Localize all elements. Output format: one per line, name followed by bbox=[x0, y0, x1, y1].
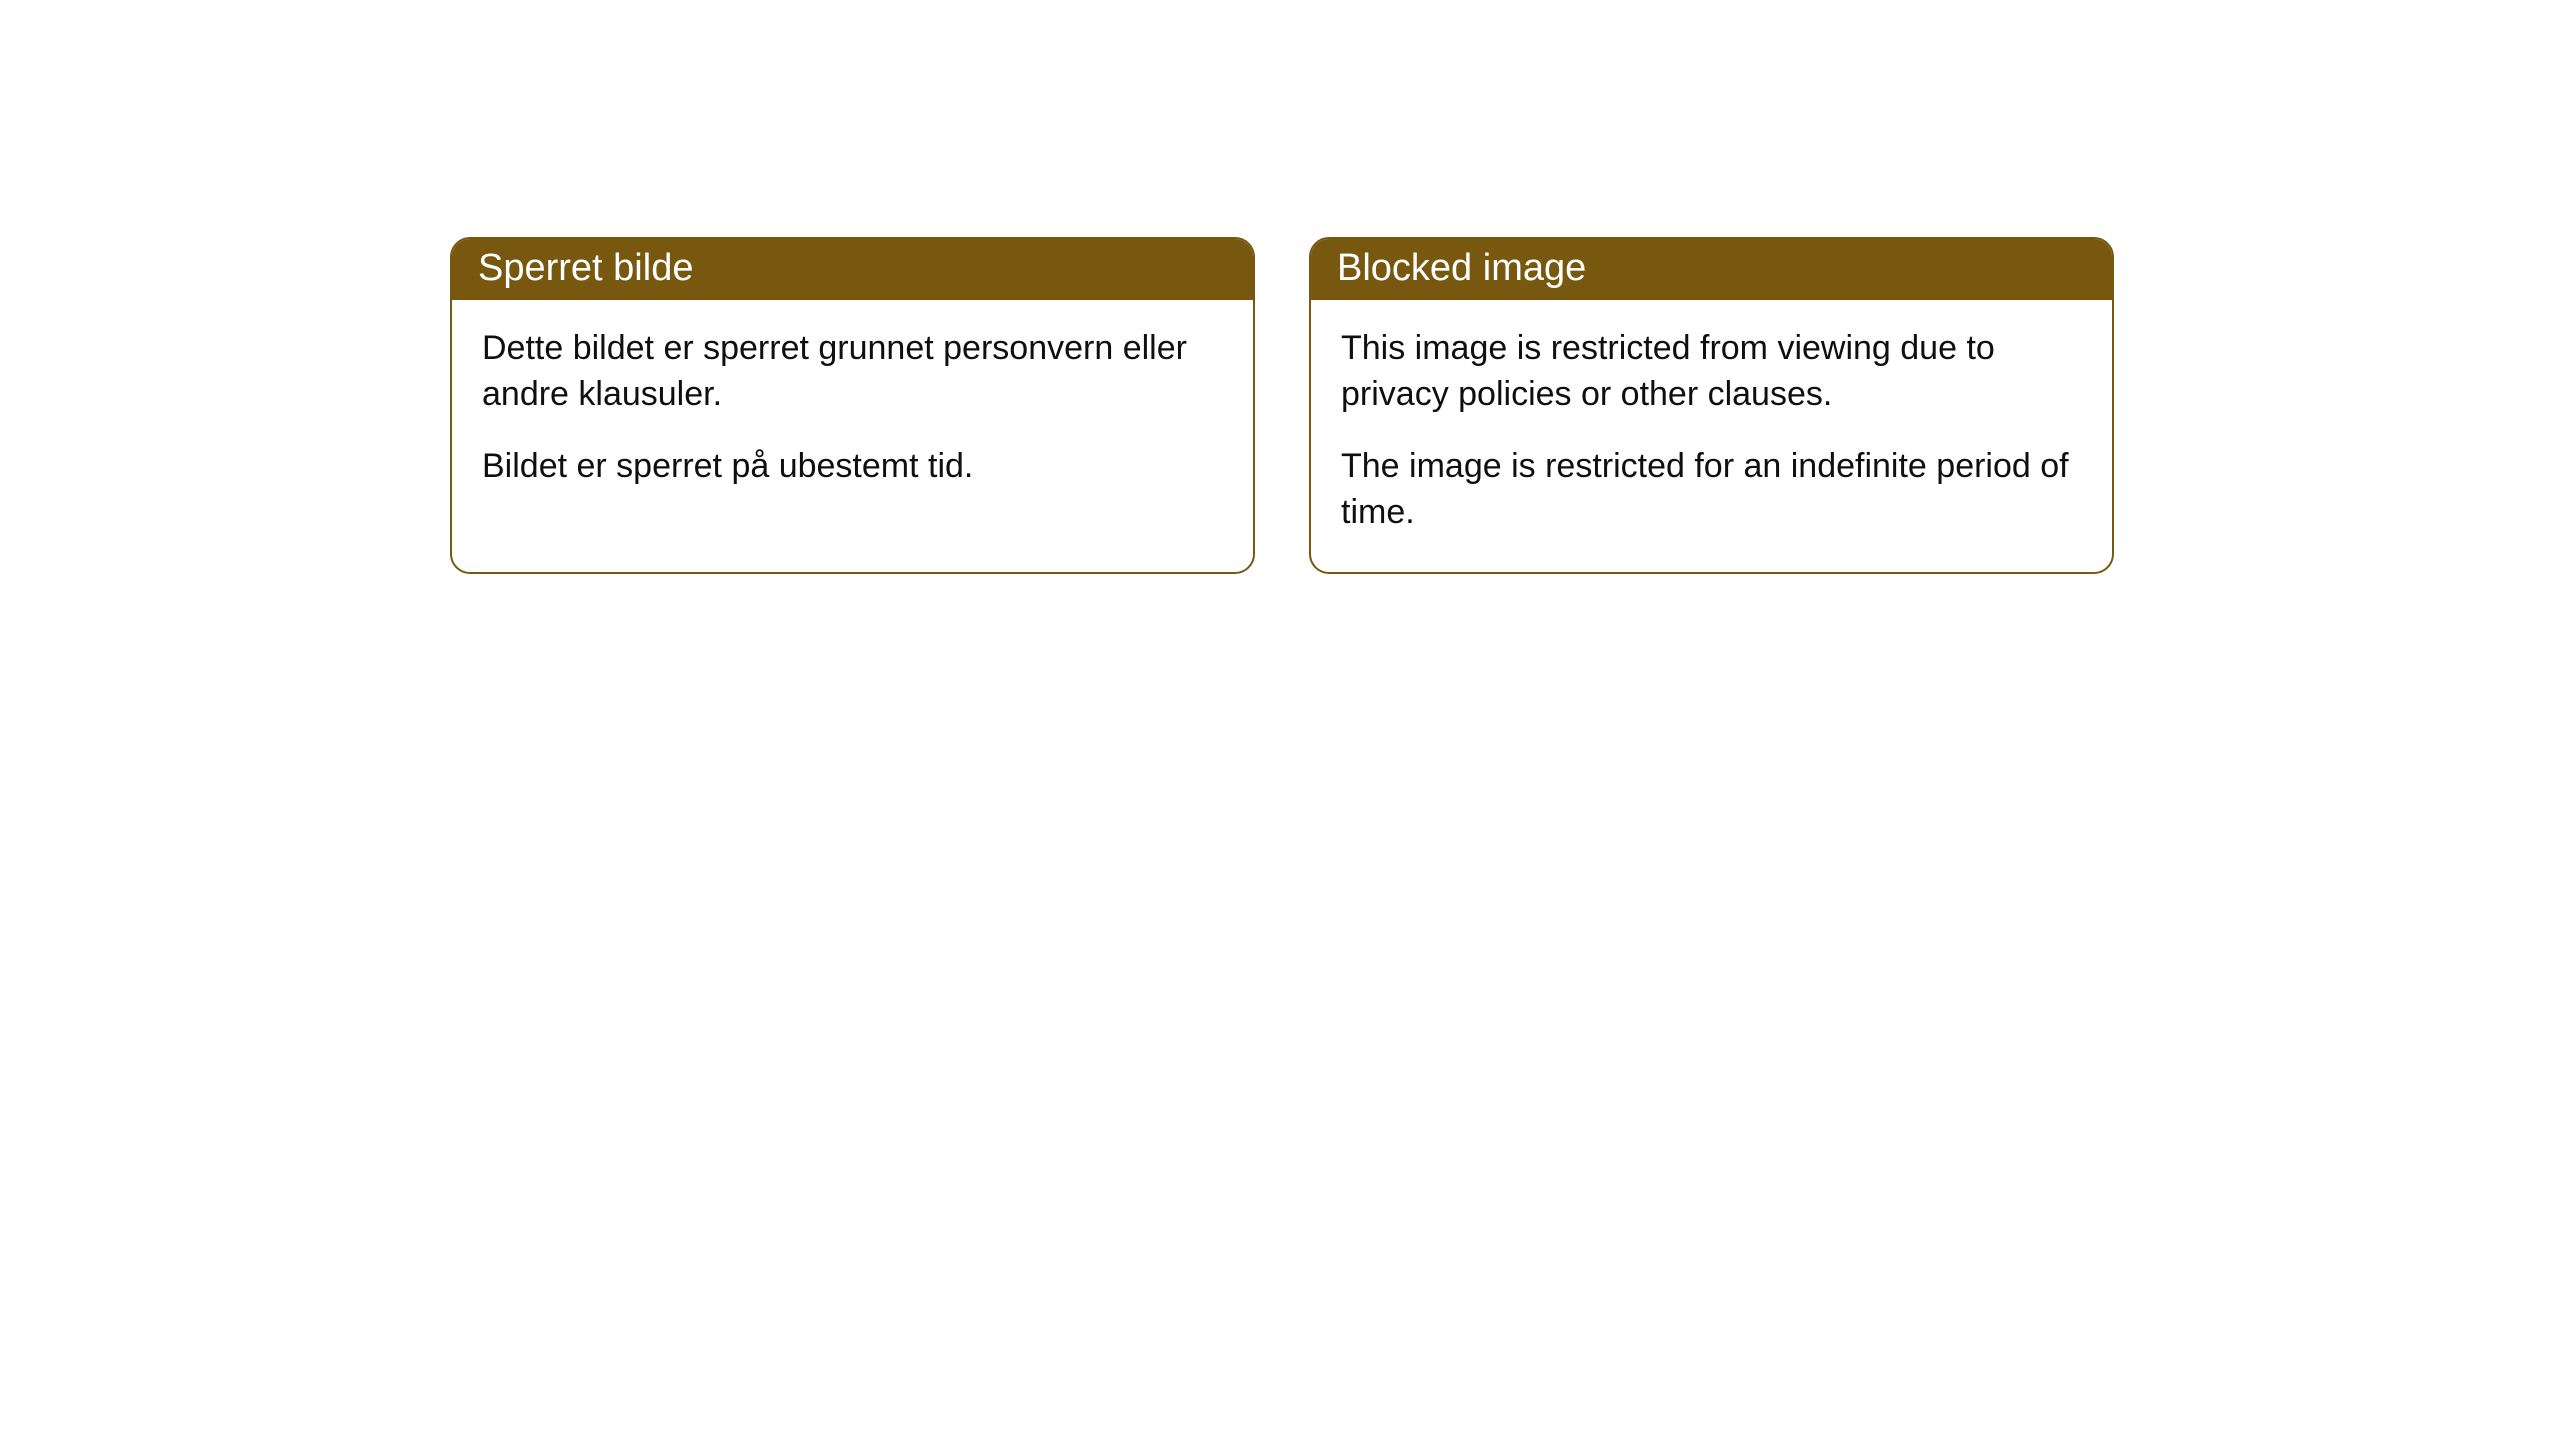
card-header: Sperret bilde bbox=[452, 239, 1253, 300]
card-title: Sperret bilde bbox=[478, 247, 1227, 290]
card-body: Dette bildet er sperret grunnet personve… bbox=[452, 300, 1253, 526]
card-container: Sperret bilde Dette bildet er sperret gr… bbox=[450, 237, 2114, 574]
notice-card-norwegian: Sperret bilde Dette bildet er sperret gr… bbox=[450, 237, 1255, 574]
notice-card-english: Blocked image This image is restricted f… bbox=[1309, 237, 2114, 574]
card-header: Blocked image bbox=[1311, 239, 2112, 300]
card-body: This image is restricted from viewing du… bbox=[1311, 300, 2112, 572]
card-paragraph: This image is restricted from viewing du… bbox=[1341, 326, 2082, 418]
card-paragraph: Bildet er sperret på ubestemt tid. bbox=[482, 444, 1223, 490]
card-title: Blocked image bbox=[1337, 247, 2086, 290]
card-paragraph: Dette bildet er sperret grunnet personve… bbox=[482, 326, 1223, 418]
card-paragraph: The image is restricted for an indefinit… bbox=[1341, 444, 2082, 536]
